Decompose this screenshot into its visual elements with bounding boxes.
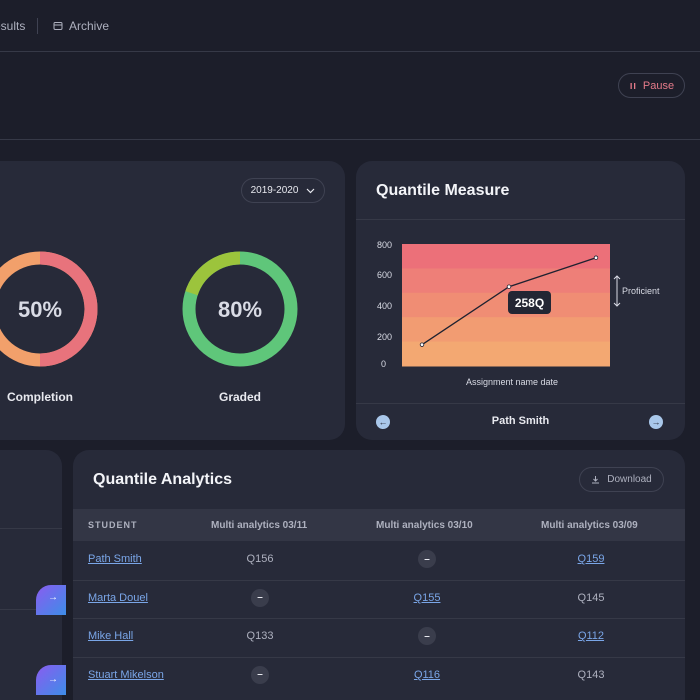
row-divider <box>73 656 685 658</box>
left-bottom-card <box>0 450 62 700</box>
donut-charts <box>0 251 298 367</box>
quantile-value-link[interactable]: Q116 <box>413 668 441 681</box>
tab-archive-label: Archive <box>69 19 110 33</box>
student-name-link[interactable]: Stuart Mikelson <box>88 668 164 681</box>
quantile-analytics-title: Quantile Analytics <box>93 471 232 488</box>
student-name-link[interactable]: Mike Hall <box>88 630 134 643</box>
x-axis-label: Assignment name date <box>466 377 559 387</box>
quantile-value-link[interactable]: Q155 <box>413 591 441 604</box>
quantile-measure-title: Quantile Measure <box>376 182 510 199</box>
arrow-left-icon: ← <box>378 417 388 427</box>
chart-band <box>402 292 610 318</box>
graded-value: 80% <box>217 297 263 322</box>
student-name-link[interactable]: Marta Douel <box>88 591 148 604</box>
open-item-button-1[interactable] <box>36 585 66 615</box>
year-select[interactable]: 2019-2020 <box>241 178 325 203</box>
quantile-value: Q133 <box>246 630 274 643</box>
chart-band <box>402 341 610 367</box>
column-header-0309: Multi analytics 03/09 <box>541 520 638 531</box>
donut-graded <box>182 251 298 367</box>
header-band <box>0 52 700 140</box>
quantile-title-divider <box>356 219 685 220</box>
tab-archive[interactable]: Archive <box>53 19 109 33</box>
quantile-value-link[interactable]: Q112 <box>577 630 605 643</box>
student-name-link[interactable]: Path Smith <box>88 553 142 566</box>
download-label: Download <box>607 474 652 485</box>
data-point <box>593 255 599 260</box>
next-student-button[interactable]: → <box>649 415 663 429</box>
row-divider <box>73 618 685 619</box>
arrow-right-icon: → <box>48 674 58 685</box>
column-header-student: STUDENT <box>88 520 138 530</box>
empty-value-badge: – <box>251 588 269 607</box>
y-tick-200: 200 <box>376 332 392 342</box>
pause-label: Pause <box>642 79 675 92</box>
column-header-0310: Multi analytics 03/10 <box>376 520 473 531</box>
chart-band <box>402 244 610 269</box>
arrow-right-icon: → <box>48 592 58 603</box>
chart-tooltip: 258Q <box>508 291 551 314</box>
y-tick-400: 400 <box>376 301 392 311</box>
row-divider <box>73 579 685 581</box>
quantile-value-link[interactable]: Q159 <box>577 553 605 566</box>
completion-value: 50% <box>17 297 63 322</box>
y-tick-800: 800 <box>376 240 392 250</box>
tab-separator <box>37 18 38 34</box>
quantile-value: Q156 <box>246 553 274 566</box>
pause-button[interactable]: Pause <box>618 73 685 98</box>
tab-results[interactable]: esults <box>0 19 25 33</box>
arrow-right-icon: → <box>651 417 661 427</box>
archive-icon <box>53 22 63 30</box>
left-card-divider-2 <box>0 609 62 610</box>
proficient-range-icon <box>613 275 621 307</box>
empty-value-badge: – <box>418 627 436 646</box>
year-select-value: 2019-2020 <box>250 185 299 196</box>
pause-icon <box>630 82 636 89</box>
chevron-down-icon <box>306 188 315 193</box>
quantile-chart <box>402 244 610 367</box>
download-button[interactable]: Download <box>579 467 664 492</box>
quantile-value: Q145 <box>577 591 605 604</box>
empty-value-badge: – <box>418 550 436 569</box>
left-card-divider-1 <box>0 528 62 529</box>
previous-student-button[interactable]: ← <box>376 415 390 429</box>
quantile-value: Q143 <box>577 668 605 681</box>
open-item-button-2[interactable] <box>36 665 66 695</box>
y-tick-0: 0 <box>380 359 386 369</box>
chart-band <box>402 268 610 294</box>
donut-completion <box>0 251 98 367</box>
data-point <box>506 284 512 289</box>
column-header-0311: Multi analytics 03/11 <box>211 520 308 531</box>
completion-caption: Completion <box>7 390 73 404</box>
quantile-analytics-card <box>73 450 685 700</box>
table-header <box>73 509 685 541</box>
empty-value-badge: – <box>251 665 269 684</box>
proficient-label: Proficient <box>622 286 660 296</box>
top-navigation: esults Archive <box>0 0 700 52</box>
download-icon <box>592 476 600 484</box>
tab-results-label: esults <box>0 19 26 33</box>
quantile-footer-divider <box>356 403 685 404</box>
data-point <box>419 342 425 347</box>
current-student-name: Path Smith <box>491 415 550 427</box>
graded-caption: Graded <box>218 390 261 404</box>
chart-band <box>402 317 610 343</box>
y-tick-600: 600 <box>376 270 392 280</box>
